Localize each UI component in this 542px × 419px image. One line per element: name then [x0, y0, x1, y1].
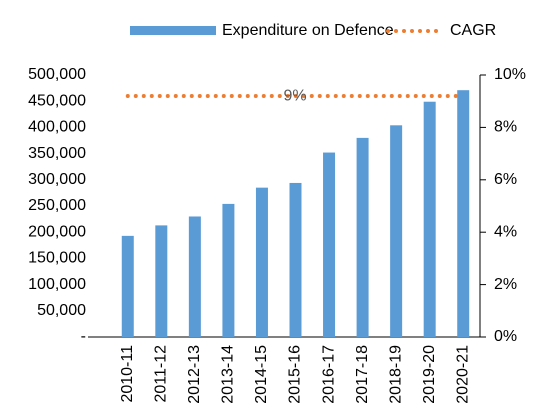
y2-tick-label: 10%: [494, 66, 526, 83]
x-tick-label: 2013-14: [220, 345, 237, 404]
y-tick-label: 400,000: [28, 119, 86, 136]
x-tick-label: 2017-18: [354, 345, 371, 404]
y2-tick-label: 6%: [494, 171, 517, 188]
bar: [155, 225, 168, 337]
y-tick-label: 200,000: [28, 223, 86, 240]
bar: [390, 125, 403, 337]
y-tick-label: 300,000: [28, 171, 86, 188]
bar: [121, 235, 134, 337]
bar: [323, 152, 336, 337]
y-tick-label: 50,000: [37, 302, 86, 319]
x-tick-label: 2014-15: [253, 345, 270, 404]
y2-tick-label: 2%: [494, 276, 517, 293]
x-tick-label: 2016-17: [320, 345, 337, 404]
legend-label: CAGR: [450, 22, 496, 39]
y-tick-label: 500,000: [28, 66, 86, 83]
bar: [222, 203, 235, 337]
y2-tick-label: 8%: [494, 119, 517, 136]
bar: [255, 187, 268, 337]
x-tick-label: 2019-20: [421, 345, 438, 404]
bar: [356, 137, 369, 337]
bar: [188, 216, 201, 337]
y-tick-label: 450,000: [28, 92, 86, 109]
y-tick-label: 150,000: [28, 250, 86, 267]
x-tick-label: 2015-16: [287, 345, 304, 404]
legend-label: Expenditure on Defence: [222, 22, 394, 39]
y2-tick-label: 4%: [494, 223, 517, 240]
bar: [423, 101, 436, 337]
y-tick-label: 350,000: [28, 145, 86, 162]
x-tick-label: 2018-19: [387, 345, 404, 404]
x-tick-label: 2011-12: [153, 345, 170, 403]
y-tick-label: -: [81, 328, 86, 345]
y2-tick-label: 0%: [494, 328, 517, 345]
x-tick-label: 2020-21: [454, 345, 471, 404]
x-tick-label: 2010-11: [119, 345, 136, 403]
bar: [289, 182, 302, 337]
y-tick-label: 250,000: [28, 197, 86, 214]
annotation: 9%: [283, 87, 306, 104]
x-tick-label: 2012-13: [186, 345, 203, 404]
bar: [457, 90, 470, 337]
y-tick-label: 100,000: [28, 276, 86, 293]
legend-swatch: [130, 26, 216, 35]
